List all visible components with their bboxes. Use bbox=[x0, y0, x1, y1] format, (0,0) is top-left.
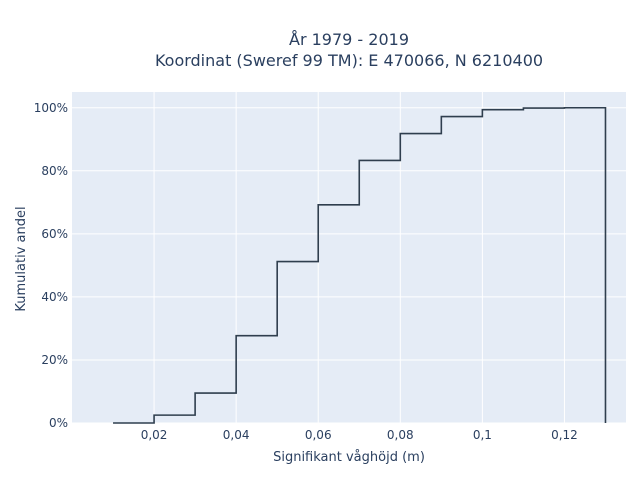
x-tick-label: 0,02 bbox=[141, 428, 168, 442]
y-tick-label: 60% bbox=[41, 227, 68, 241]
y-axis-label: Kumulativ andel bbox=[14, 206, 29, 311]
x-tick-label: 0,1 bbox=[473, 428, 492, 442]
series-line bbox=[113, 106, 607, 424]
x-tick-label: 0,06 bbox=[305, 428, 332, 442]
chart-title-line-2: Koordinat (Sweref 99 TM): E 470066, N 62… bbox=[155, 51, 543, 70]
y-tick-labels: 0% 20% 40% 60% 80% 100% bbox=[34, 101, 68, 430]
y-tick-label: 100% bbox=[34, 101, 68, 115]
x-axis-label: Signifikant våghöjd (m) bbox=[273, 450, 425, 465]
x-tick-labels: 0,02 0,04 0,06 0,08 0,1 0,12 bbox=[141, 428, 578, 442]
y-tick-label: 0% bbox=[49, 416, 68, 430]
x-tick-label: 0,04 bbox=[223, 428, 250, 442]
x-tick-label: 0,08 bbox=[387, 428, 414, 442]
x-tick-label: 0,12 bbox=[551, 428, 578, 442]
y-tick-label: 40% bbox=[41, 290, 68, 304]
plot-area bbox=[72, 92, 626, 423]
grid-lines bbox=[72, 92, 626, 424]
y-tick-label: 80% bbox=[41, 164, 68, 178]
y-tick-label: 20% bbox=[41, 353, 68, 367]
chart-title-line-1: År 1979 - 2019 bbox=[289, 30, 409, 49]
